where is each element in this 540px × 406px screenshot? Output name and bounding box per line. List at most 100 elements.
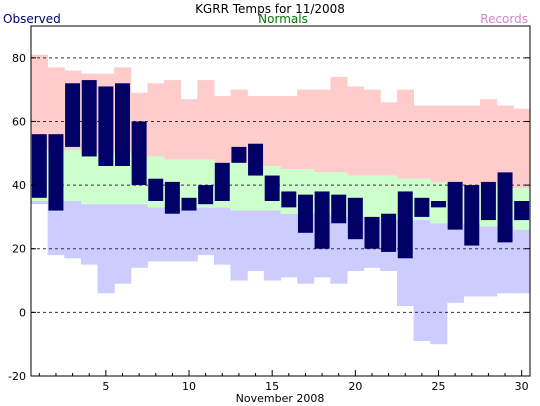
- record-low-bar: [64, 201, 82, 259]
- plot-frame: [30, 25, 531, 377]
- record-high-bar: [263, 96, 281, 166]
- y-tick-label: 60: [12, 115, 26, 128]
- record-low-bar: [97, 204, 115, 294]
- record-high-bar: [480, 99, 498, 186]
- normal-bar: [363, 175, 381, 217]
- record-low-bar: [180, 207, 198, 262]
- observed-bar: [414, 197, 430, 217]
- record-low-bar: [513, 229, 531, 294]
- record-low-bar: [130, 204, 148, 268]
- record-high-bar: [513, 108, 531, 189]
- observed-bar: [480, 181, 496, 221]
- observed-bar: [131, 121, 147, 186]
- observed-bar: [314, 191, 330, 249]
- x-tick-label: 25: [432, 380, 446, 393]
- record-high-bar: [230, 89, 248, 163]
- observed-bar: [464, 185, 480, 246]
- record-low-bar: [496, 226, 514, 294]
- legend-normals: Normals: [258, 12, 308, 26]
- observed-bar: [497, 172, 513, 243]
- record-high-bar: [396, 89, 415, 179]
- x-tick-label: 5: [102, 380, 109, 393]
- observed-bar: [431, 201, 447, 208]
- record-high-bar: [197, 80, 215, 160]
- observed-bar: [231, 146, 247, 163]
- y-tick-label: 80: [12, 52, 26, 65]
- y-tick-label: -20: [8, 370, 26, 383]
- record-low-bar: [247, 210, 265, 271]
- record-high-bar: [363, 89, 381, 176]
- record-low-bar: [164, 207, 182, 262]
- normal-bar: [230, 162, 248, 211]
- observed-bar: [98, 86, 114, 166]
- record-high-bar: [496, 105, 514, 189]
- y-axis: -20 0 20 40 60 80: [8, 52, 530, 383]
- observed-bar: [148, 178, 164, 201]
- record-low-bar: [31, 201, 49, 205]
- record-high-bar: [147, 83, 165, 157]
- normal-bar: [247, 166, 265, 211]
- normal-bar: [180, 159, 198, 208]
- record-high-bar: [313, 89, 331, 173]
- observed-bars: [31, 80, 530, 259]
- observed-bar: [347, 197, 363, 240]
- observed-bar: [248, 143, 264, 176]
- legend-observed: Observed: [3, 12, 61, 26]
- observed-bar: [214, 162, 230, 201]
- observed-bar: [65, 83, 81, 147]
- observed-bar: [281, 191, 297, 208]
- observed-bar: [48, 134, 64, 211]
- record-low-bar: [263, 210, 281, 281]
- y-tick-label: 40: [12, 179, 26, 192]
- y-tick-label: 20: [12, 243, 26, 256]
- x-tick-label: 30: [515, 380, 529, 393]
- x-axis-label: November 2008: [236, 392, 325, 405]
- record-high-bar: [280, 96, 298, 170]
- observed-bar: [381, 213, 397, 252]
- normal-bar: [380, 175, 398, 221]
- record-low-bar: [413, 220, 431, 341]
- record-high-bar: [297, 89, 315, 170]
- record-low-bar: [80, 204, 99, 265]
- observed-bar: [114, 83, 130, 166]
- observed-bar: [81, 80, 97, 157]
- record-high-bar: [430, 105, 448, 182]
- record-low-bar: [446, 223, 464, 303]
- x-tick-label: 15: [265, 380, 279, 393]
- observed-bar: [264, 175, 280, 201]
- record-low-bar: [197, 207, 215, 256]
- observed-bar: [331, 194, 347, 224]
- x-tick-label: 20: [348, 380, 362, 393]
- y-tick-label: 0: [19, 306, 26, 319]
- record-high-bar: [180, 99, 198, 160]
- observed-bar: [297, 194, 313, 233]
- record-low-bar: [280, 213, 298, 278]
- observed-bar: [198, 185, 214, 205]
- record-high-bar: [164, 80, 182, 160]
- record-high-bar: [413, 105, 431, 179]
- observed-bar: [397, 191, 413, 259]
- record-high-bar: [213, 96, 232, 163]
- record-low-bar: [114, 204, 132, 284]
- observed-bar: [31, 134, 47, 198]
- record-low-bar: [47, 201, 65, 256]
- record-low-bar: [213, 207, 232, 265]
- record-high-bar: [47, 67, 65, 151]
- record-low-bar: [430, 223, 448, 345]
- observed-bar: [164, 181, 180, 214]
- record-high-bar: [347, 86, 365, 176]
- record-high-bar: [463, 105, 481, 186]
- record-high-bar: [31, 54, 49, 151]
- record-high-bar: [330, 76, 348, 173]
- observed-bar: [447, 181, 463, 230]
- record-high-bar: [446, 105, 464, 182]
- x-axis: 5 10 15 20 25 30: [38, 370, 529, 393]
- gridlines: [31, 57, 530, 313]
- record-high-bar: [380, 102, 398, 176]
- record-low-bar: [330, 216, 348, 284]
- normal-bar: [80, 153, 99, 205]
- record-low-bar: [230, 210, 248, 281]
- observed-bar: [514, 201, 530, 221]
- observed-bar: [364, 216, 380, 249]
